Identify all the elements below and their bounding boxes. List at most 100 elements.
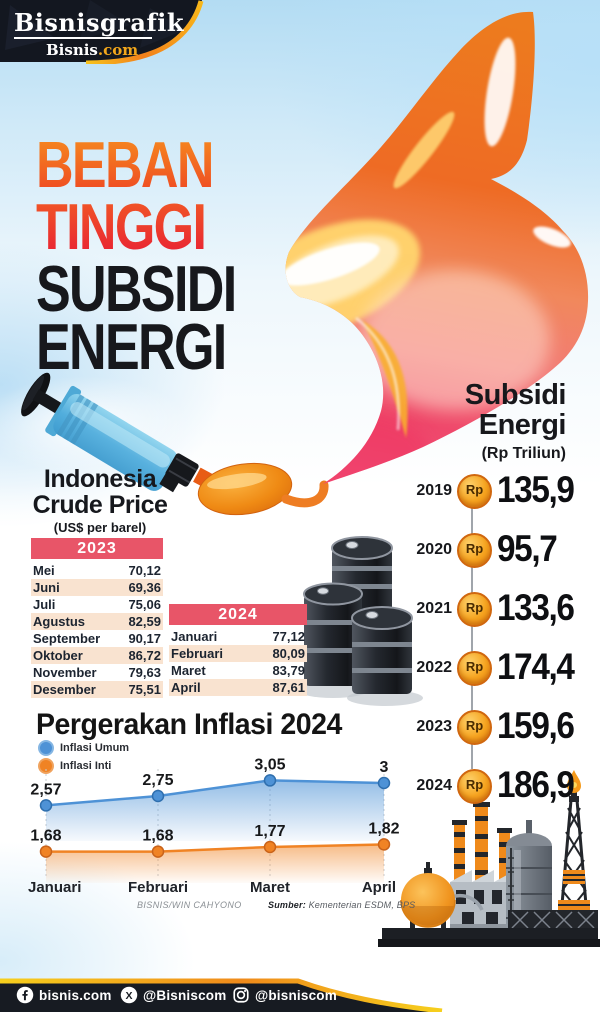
- price-value: 79,63: [128, 665, 161, 680]
- rupiah-coin-icon: Rp: [457, 710, 492, 745]
- price-table-row: Februari 80,09: [169, 645, 307, 662]
- subsidi-year: 2020: [416, 541, 452, 558]
- svg-text:April: April: [362, 879, 396, 896]
- social-label: @bisniscom: [255, 987, 337, 1003]
- social-x[interactable]: X @Bisniscom: [120, 986, 226, 1004]
- price-value: 80,09: [272, 646, 305, 661]
- month-label: Maret: [171, 663, 206, 678]
- svg-text:1,68: 1,68: [30, 828, 61, 845]
- social-label: bisnis.com: [39, 987, 112, 1003]
- footer-bar: [0, 978, 443, 1012]
- social-facebook[interactable]: bisnis.com: [16, 986, 112, 1004]
- price-table-row: Agustus 82,59: [31, 613, 163, 630]
- price-table-row: Juni 69,36: [31, 579, 163, 596]
- price-table-2024: 2024 Januari 77,12 Februari 80,09 Maret 83,79 A…: [169, 604, 307, 696]
- subsidi-energi-heading: Subsidi Energi (Rp Triliun): [420, 380, 567, 463]
- subsidi-year: 2019: [416, 482, 452, 499]
- price-table-year-header: 2024: [169, 604, 307, 625]
- month-label: Mei: [33, 563, 55, 578]
- month-label: April: [171, 680, 201, 695]
- rupiah-coin-icon: Rp: [457, 592, 492, 627]
- x-icon: X: [120, 986, 138, 1004]
- crude-heading-line2: Crude Price: [32, 491, 168, 519]
- social-instagram[interactable]: @bisniscom: [232, 986, 337, 1004]
- subsidi-value: 159,6: [497, 705, 575, 746]
- poster-title-line2: TINGGI: [36, 191, 207, 264]
- instagram-icon: [233, 987, 249, 1003]
- legend-dot-orange: [38, 758, 54, 774]
- subsidi-row: 2022 Rp 174,4: [408, 645, 598, 689]
- subsidi-row: 2020 Rp 95,7: [408, 527, 598, 571]
- subsidi-year: 2024: [416, 777, 452, 794]
- logo-brand-suffix: .com: [97, 41, 139, 59]
- syringe-pump-illustration: [21, 372, 329, 516]
- data-source: Sumber: Kementerian ESDM, BPS: [268, 900, 415, 910]
- rupiah-coin-icon: Rp: [457, 769, 492, 804]
- price-value: 86,72: [128, 648, 161, 663]
- crude-heading-line1: Indonesia: [43, 465, 157, 493]
- price-table-row: Desember 75,51: [31, 681, 163, 698]
- price-table-row: Maret 83,79: [169, 662, 307, 679]
- subsidi-value: 133,6: [497, 587, 575, 628]
- legend-label: Inflasi Umum: [60, 742, 130, 754]
- poster-title-line3: SUBSIDI: [36, 253, 237, 326]
- svg-text:2,75: 2,75: [142, 772, 173, 789]
- month-label: Oktober: [33, 648, 83, 663]
- svg-text:Februari: Februari: [128, 879, 188, 896]
- price-value: 87,61: [272, 680, 305, 695]
- logo-underline: [14, 37, 152, 39]
- month-label: Januari: [171, 629, 218, 644]
- price-table-row: Juli 75,06: [31, 596, 163, 613]
- month-label: Juli: [33, 597, 56, 612]
- svg-text:1,77: 1,77: [254, 823, 285, 840]
- price-value: 83,79: [272, 663, 305, 678]
- legend-dot-blue: [38, 740, 54, 756]
- subsidi-value: 174,4: [497, 646, 575, 687]
- rupiah-coin-icon: Rp: [457, 474, 492, 509]
- oil-barrels-illustration: [297, 536, 423, 706]
- source-value: Kementerian ESDM, BPS: [305, 900, 416, 910]
- svg-text:Maret: Maret: [250, 879, 290, 896]
- month-label: Agustus: [33, 614, 85, 629]
- svg-text:1,82: 1,82: [368, 820, 399, 837]
- crude-price-heading: Indonesia Crude Price (US$ per barel): [28, 466, 172, 535]
- subsidi-row: 2024 Rp 186,9: [408, 763, 598, 807]
- price-table-2023: 2023 Mei 70,12 Juni 69,36 Juli 75,06 Agustus 82,…: [31, 538, 163, 698]
- svg-text:X: X: [125, 990, 132, 1002]
- subsidi-timeline-connector: [471, 506, 473, 769]
- source-label: Sumber:: [268, 900, 306, 910]
- subsidi-value: 186,9: [497, 764, 575, 805]
- subsidi-values-list: 2019 Rp 135,9 2020 Rp 95,7 2021 Rp 133,6 2022 Rp 17…: [408, 468, 598, 828]
- subsidi-year: 2023: [416, 718, 452, 735]
- svg-text:1,68: 1,68: [142, 828, 173, 845]
- logo-subtitle: Bisnis.com: [46, 41, 138, 59]
- price-table-row: November 79,63: [31, 664, 163, 681]
- facebook-icon: [16, 986, 34, 1004]
- crude-heading-unit: (US$ per barel): [53, 520, 147, 535]
- price-table-row: September 90,17: [31, 630, 163, 647]
- svg-text:3,05: 3,05: [254, 756, 285, 773]
- svg-text:3: 3: [380, 759, 389, 776]
- rupiah-coin-icon: Rp: [457, 533, 492, 568]
- price-value: 77,12: [272, 629, 305, 644]
- subsidi-heading-line2: Energi: [478, 409, 567, 441]
- legend-item-inflasi-umum: Inflasi Umum: [38, 740, 129, 756]
- month-label: September: [33, 631, 101, 646]
- month-label: Juni: [33, 580, 60, 595]
- price-table-row: Oktober 86,72: [31, 647, 163, 664]
- legend-label: Inflasi Inti: [60, 760, 112, 772]
- price-table-row: April 87,61: [169, 679, 307, 696]
- month-label: Desember: [33, 682, 96, 697]
- svg-text:Januari: Januari: [28, 879, 81, 896]
- oil-refinery-illustration: [378, 770, 600, 947]
- price-value: 69,36: [128, 580, 161, 595]
- poster-title-line4: ENERGI: [36, 311, 227, 384]
- price-value: 70,12: [128, 563, 161, 578]
- price-value: 82,59: [128, 614, 161, 629]
- subsidi-row: 2019 Rp 135,9: [408, 468, 598, 512]
- svg-text:2,57: 2,57: [30, 781, 61, 798]
- header-banner: [0, 0, 204, 64]
- price-value: 75,51: [128, 682, 161, 697]
